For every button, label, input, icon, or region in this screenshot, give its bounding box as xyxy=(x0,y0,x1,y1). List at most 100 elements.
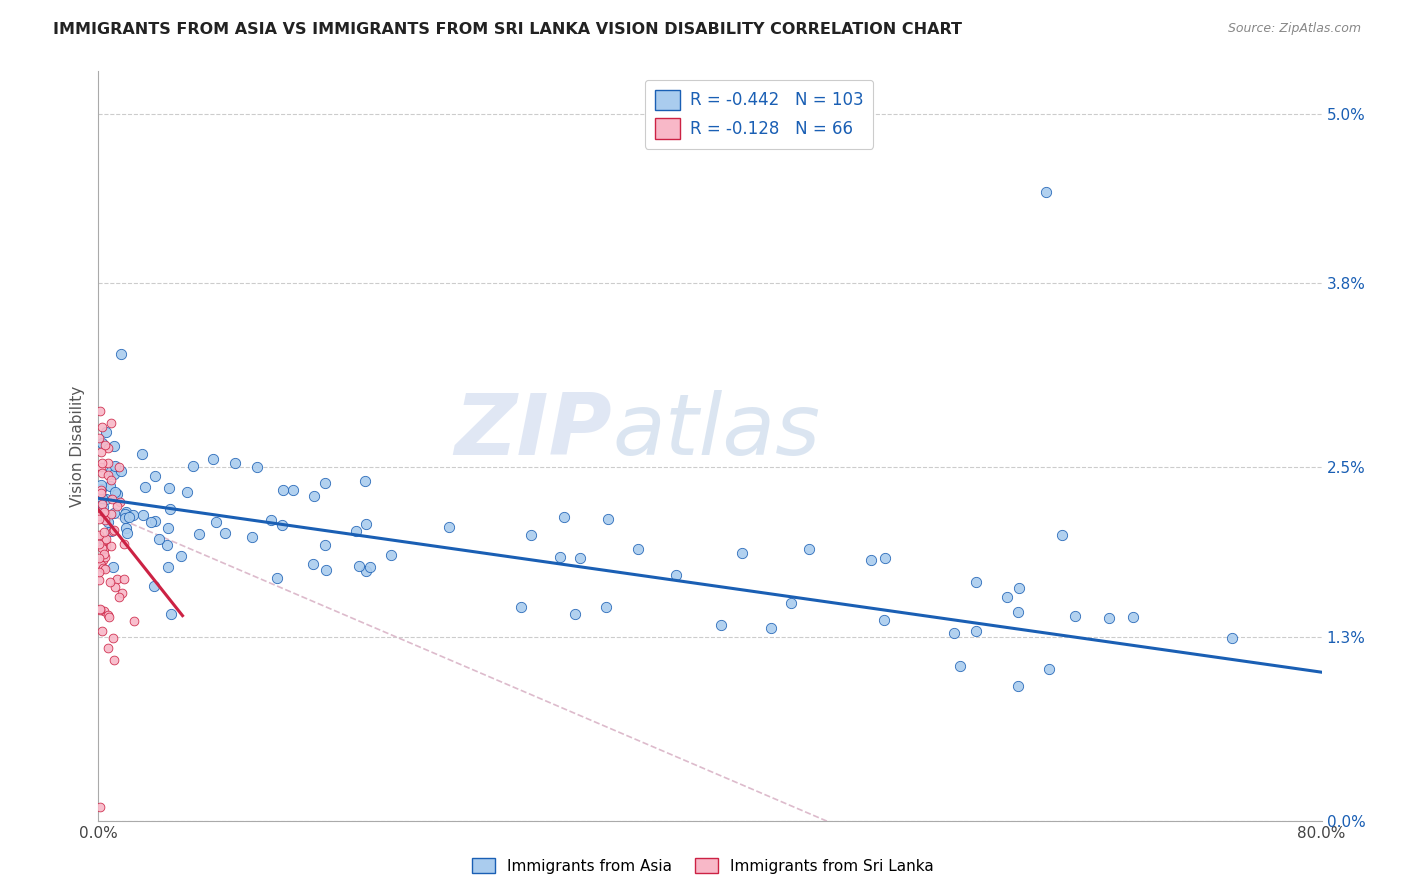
Point xyxy=(91,436,114,450)
Point xyxy=(156,538,179,552)
Point xyxy=(942,626,965,640)
Point xyxy=(100,491,122,506)
Point xyxy=(89,508,111,523)
Point xyxy=(949,658,972,673)
Point xyxy=(117,510,139,524)
Point xyxy=(91,624,114,638)
Point xyxy=(96,532,118,546)
Point xyxy=(157,482,180,496)
Legend: Immigrants from Asia, Immigrants from Sri Lanka: Immigrants from Asia, Immigrants from Sr… xyxy=(465,852,941,880)
Point xyxy=(143,514,166,528)
Point xyxy=(344,524,367,538)
Point xyxy=(873,613,896,627)
Point xyxy=(315,563,337,577)
Point xyxy=(100,464,122,478)
Point xyxy=(356,516,378,531)
Text: atlas: atlas xyxy=(612,390,820,473)
Point xyxy=(437,520,460,534)
Point xyxy=(1008,581,1031,595)
Point xyxy=(89,431,111,445)
Point xyxy=(103,506,125,520)
Legend: R = -0.442   N = 103, R = -0.128   N = 66: R = -0.442 N = 103, R = -0.128 N = 66 xyxy=(644,79,873,149)
Point xyxy=(1122,609,1144,624)
Point xyxy=(283,483,305,497)
Point xyxy=(359,559,381,574)
Point xyxy=(1038,662,1060,676)
Point xyxy=(105,572,128,586)
Point xyxy=(266,571,288,585)
Text: ZIP: ZIP xyxy=(454,390,612,473)
Point xyxy=(93,437,115,451)
Point xyxy=(91,561,114,575)
Point xyxy=(271,517,294,532)
Point xyxy=(122,508,145,522)
Point xyxy=(665,567,688,582)
Point xyxy=(224,457,246,471)
Point xyxy=(110,347,132,361)
Point xyxy=(90,483,112,497)
Point xyxy=(90,482,112,496)
Point xyxy=(965,624,987,639)
Point xyxy=(143,468,166,483)
Point xyxy=(105,500,128,514)
Point xyxy=(159,502,181,516)
Point xyxy=(94,539,117,553)
Point xyxy=(246,459,269,474)
Point xyxy=(89,487,111,501)
Point xyxy=(176,485,198,500)
Point xyxy=(93,547,115,561)
Point xyxy=(142,579,165,593)
Point xyxy=(132,508,155,522)
Point xyxy=(97,516,120,530)
Point xyxy=(90,478,112,492)
Point xyxy=(91,467,114,481)
Point xyxy=(271,483,294,497)
Point xyxy=(90,558,112,573)
Point xyxy=(107,460,129,475)
Point xyxy=(115,521,138,535)
Point xyxy=(779,596,801,610)
Point xyxy=(304,489,326,503)
Point xyxy=(873,550,896,565)
Point xyxy=(103,524,125,538)
Point xyxy=(93,533,115,547)
Point xyxy=(100,508,122,522)
Point xyxy=(595,599,617,614)
Point xyxy=(519,528,541,542)
Point xyxy=(90,445,112,459)
Point xyxy=(1098,611,1121,625)
Point xyxy=(314,538,336,552)
Point xyxy=(131,447,153,461)
Point xyxy=(157,521,180,535)
Point xyxy=(181,458,204,473)
Point xyxy=(91,500,114,515)
Point xyxy=(240,530,263,544)
Point xyxy=(101,559,124,574)
Point xyxy=(103,653,125,667)
Point xyxy=(91,497,114,511)
Point xyxy=(93,541,115,556)
Point xyxy=(89,404,111,418)
Point xyxy=(90,420,112,434)
Point xyxy=(134,480,156,494)
Point xyxy=(1220,631,1243,645)
Point xyxy=(103,467,125,481)
Point xyxy=(1064,609,1087,624)
Point xyxy=(94,508,117,522)
Point xyxy=(93,505,115,519)
Point xyxy=(91,553,114,567)
Text: Source: ZipAtlas.com: Source: ZipAtlas.com xyxy=(1227,22,1361,36)
Point xyxy=(1050,528,1073,542)
Point xyxy=(1035,185,1057,199)
Point xyxy=(104,459,127,474)
Point xyxy=(89,537,111,551)
Point xyxy=(759,621,782,635)
Point xyxy=(96,608,118,623)
Point xyxy=(94,425,117,439)
Point xyxy=(89,565,111,579)
Point xyxy=(108,590,131,604)
Point xyxy=(115,505,138,519)
Point xyxy=(626,542,648,557)
Point xyxy=(710,617,733,632)
Point xyxy=(139,516,162,530)
